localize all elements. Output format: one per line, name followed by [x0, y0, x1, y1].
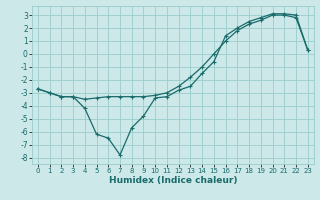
X-axis label: Humidex (Indice chaleur): Humidex (Indice chaleur): [108, 176, 237, 185]
